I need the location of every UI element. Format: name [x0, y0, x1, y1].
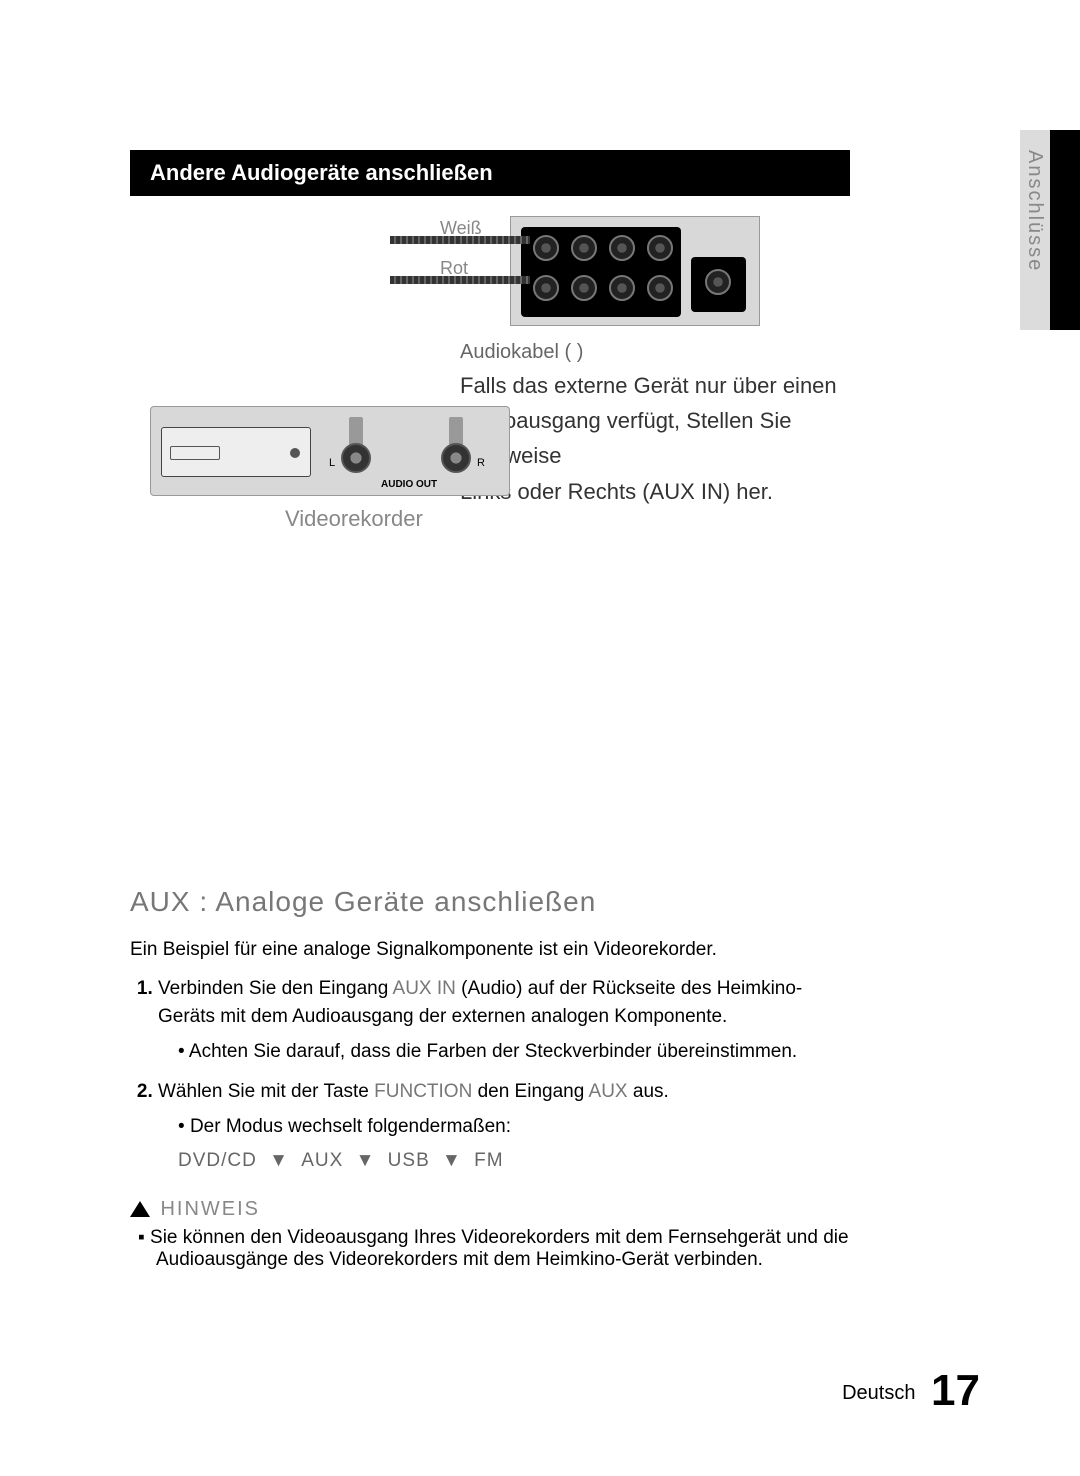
note-triangle-icon — [130, 1201, 150, 1217]
step2-d: AUX — [589, 1081, 628, 1102]
plug-right — [441, 417, 471, 467]
mode-1: DVD/CD — [178, 1150, 257, 1171]
plug-left — [341, 417, 371, 467]
step-2: Wählen Sie mit der Taste FUNCTION den Ei… — [158, 1078, 850, 1176]
step1-a: Verbinden Sie den Eingang — [158, 978, 393, 999]
antenna-box — [691, 257, 746, 312]
footer-lang: Deutsch — [842, 1382, 915, 1404]
jack-icon — [647, 275, 673, 301]
aux-heading: AUX : Analoge Geräte anschließen — [130, 886, 950, 918]
side-tab-label: Anschlüsse — [1023, 150, 1046, 272]
jack-icon — [647, 235, 673, 261]
desc-line-3: Links oder Rechts (AUX IN) her. — [460, 474, 850, 509]
vcr-knob-icon — [290, 448, 300, 458]
step2-c: den Eingang — [472, 1081, 588, 1102]
section-header: Andere Audiogeräte anschließen — [130, 150, 850, 196]
mode-sequence: DVD/CD ▼ AUX ▼ USB ▼ FM — [178, 1147, 850, 1176]
audio-cable-label: Audiokabel ( ) — [460, 336, 850, 368]
mode-2: AUX — [301, 1150, 343, 1171]
audio-out-label: AUDIO OUT — [381, 479, 437, 490]
arrow-icon: ▼ — [442, 1147, 462, 1176]
jack-icon — [609, 275, 635, 301]
cable-description: Audiokabel ( ) Falls das externe Gerät n… — [460, 336, 850, 509]
rear-panel-inner — [521, 227, 681, 317]
mode-4: FM — [474, 1150, 503, 1171]
rear-panel — [510, 216, 760, 326]
page-footer: Deutsch 17 — [842, 1366, 980, 1416]
step1-b: AUX IN — [393, 978, 456, 999]
arrow-icon: ▼ — [269, 1147, 289, 1176]
vcr-slot-icon — [170, 446, 220, 460]
jack-icon — [533, 235, 559, 261]
cable-white-label: Weiß — [440, 218, 482, 239]
side-tab-black — [1050, 130, 1080, 330]
step2-b: FUNCTION — [374, 1081, 472, 1102]
vcr-box: L R AUDIO OUT — [150, 406, 510, 496]
side-tab: Anschlüsse — [1020, 130, 1080, 330]
body-text: Ein Beispiel für eine analoge Signalkomp… — [130, 936, 850, 1176]
note-block: HINWEIS Sie können den Videoausgang Ihre… — [130, 1198, 850, 1271]
plug-r-label: R — [477, 457, 485, 469]
note-label: HINWEIS — [160, 1198, 260, 1220]
note-text: Sie können den Videoausgang Ihres Videor… — [156, 1227, 850, 1271]
step1-bullet: Achten Sie darauf, dass die Farben der S… — [178, 1038, 850, 1067]
desc-line-1: Falls das externe Gerät nur über einen — [460, 368, 850, 403]
cable-red-label: Rot — [440, 258, 468, 279]
jack-icon — [571, 235, 597, 261]
plug-l-label: L — [329, 457, 335, 469]
page-content: Andere Audiogeräte anschließen Weiß Rot … — [130, 150, 950, 1271]
connection-diagram: Weiß Rot Audiokabel ( ) Falls das extern… — [130, 206, 850, 536]
vcr-plugs: L R — [341, 417, 491, 487]
step-1: Verbinden Sie den Eingang AUX IN (Audio)… — [158, 975, 850, 1067]
mode-3: USB — [388, 1150, 430, 1171]
jack-icon — [609, 235, 635, 261]
vcr-caption: Videorekorder — [285, 506, 423, 532]
jack-icon — [571, 275, 597, 301]
step2-a: Wählen Sie mit der Taste — [158, 1081, 374, 1102]
section-header-title: Andere Audiogeräte anschließen — [150, 160, 493, 185]
vcr-device-icon — [161, 427, 311, 477]
desc-line-2: Audioausgang verfügt, Stellen Sie wahlwe… — [460, 403, 850, 473]
step2-e: aus. — [628, 1081, 669, 1102]
step2-bullet: Der Modus wechselt folgendermaßen: — [178, 1113, 850, 1142]
footer-page-number: 17 — [931, 1366, 980, 1415]
jack-icon — [705, 269, 731, 295]
jack-icon — [533, 275, 559, 301]
intro-text: Ein Beispiel für eine analoge Signalkomp… — [130, 936, 850, 965]
arrow-icon: ▼ — [356, 1147, 376, 1176]
